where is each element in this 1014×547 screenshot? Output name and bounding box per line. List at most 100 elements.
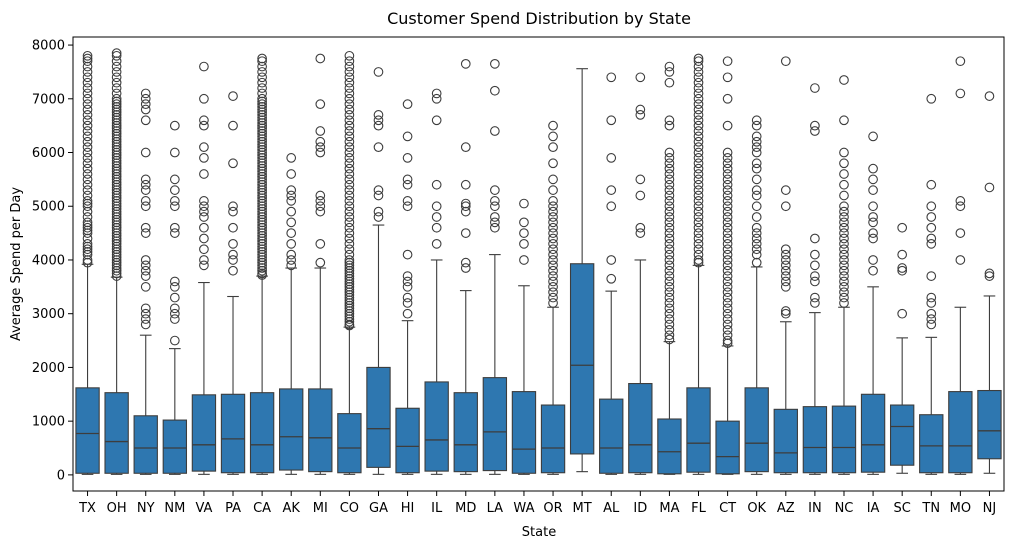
outlier-point xyxy=(111,61,122,72)
outlier-point xyxy=(839,233,849,244)
outlier-point xyxy=(519,228,529,238)
box-AL xyxy=(599,398,624,474)
outlier-point xyxy=(664,303,675,314)
outlier-point xyxy=(431,201,442,212)
outlier-point xyxy=(664,206,675,217)
outlier-point xyxy=(722,158,733,169)
outlier-point xyxy=(315,147,326,158)
outlier-point xyxy=(82,126,93,136)
outlier-point xyxy=(460,179,471,190)
outlier-point xyxy=(548,239,558,249)
outlier-point xyxy=(926,308,937,319)
x-tick-label: PA xyxy=(225,501,241,516)
outlier-point xyxy=(751,249,762,260)
box-HI xyxy=(395,407,420,474)
plot-area: 0 1000 2000 3000 4000 5000 6000 7000 8000 TX OH NY N… xyxy=(32,36,1005,516)
outlier-point xyxy=(228,206,238,217)
outlier-point xyxy=(82,131,93,142)
outlier-point xyxy=(344,88,355,99)
outlier-point xyxy=(344,67,355,77)
outlier-point xyxy=(722,314,733,324)
outlier-point xyxy=(111,50,122,61)
outlier-point xyxy=(82,136,93,147)
outlier-point xyxy=(635,72,646,83)
outlier-point xyxy=(839,169,849,179)
outlier-point xyxy=(228,249,238,260)
outlier-point xyxy=(722,255,733,265)
outlier-point xyxy=(140,88,151,99)
outlier-point xyxy=(199,233,209,244)
x-tick-label: MO xyxy=(950,501,971,516)
outlier-point xyxy=(548,212,558,222)
outlier-point xyxy=(402,131,413,142)
outlier-point xyxy=(548,228,558,238)
outlier-point xyxy=(490,185,500,195)
outlier-point xyxy=(169,281,180,292)
outlier-point xyxy=(839,271,849,281)
x-tick-label: AL xyxy=(603,501,620,516)
outlier-point xyxy=(664,222,675,233)
outlier-point xyxy=(140,265,151,276)
outlier-point xyxy=(780,185,791,195)
outlier-point xyxy=(315,190,326,201)
outlier-point xyxy=(286,217,297,228)
outlier-point xyxy=(344,120,355,131)
outlier-point xyxy=(82,67,93,77)
outlier-point xyxy=(199,222,209,233)
outlier-point xyxy=(315,136,326,147)
outlier-point xyxy=(751,212,762,222)
outlier-point xyxy=(344,77,355,88)
outlier-point xyxy=(344,126,355,136)
outlier-point xyxy=(606,115,617,126)
x-tick-label: IL xyxy=(431,501,443,516)
outlier-point xyxy=(635,174,646,185)
outlier-point xyxy=(722,147,733,158)
outlier-point xyxy=(664,67,675,77)
outlier-point xyxy=(286,196,297,206)
outlier-point xyxy=(490,222,500,233)
outlier-point xyxy=(82,110,93,120)
x-tick-label: OR xyxy=(543,501,562,516)
outlier-point xyxy=(664,115,675,126)
outlier-point xyxy=(693,228,704,238)
outlier-point xyxy=(810,276,820,287)
box-NJ xyxy=(977,389,1002,460)
outlier-point xyxy=(344,233,355,244)
outlier-point xyxy=(402,201,413,212)
outlier-point xyxy=(751,158,762,169)
outlier-point xyxy=(839,190,849,201)
outlier-point xyxy=(693,190,704,201)
box-IN xyxy=(802,406,828,474)
outlier-point xyxy=(839,158,849,169)
outlier-point xyxy=(431,212,442,222)
outlier-point xyxy=(693,53,704,64)
outlier-point xyxy=(722,201,733,212)
outlier-point xyxy=(402,153,413,163)
outlier-point xyxy=(664,120,675,131)
outlier-point xyxy=(664,179,675,190)
outlier-point xyxy=(664,249,675,260)
outlier-point xyxy=(839,298,849,308)
y-tick-label: 4000 xyxy=(32,253,65,268)
outlier-point xyxy=(344,222,355,233)
box-MD xyxy=(453,392,478,473)
outlier-point xyxy=(490,85,500,96)
outlier-point xyxy=(344,260,355,271)
outlier-point xyxy=(315,196,326,206)
outlier-point xyxy=(402,281,413,292)
outlier-point xyxy=(344,179,355,190)
outlier-point xyxy=(839,228,849,238)
outlier-point xyxy=(431,93,442,104)
outlier-point xyxy=(111,99,122,110)
outlier-point xyxy=(344,153,355,163)
outlier-point xyxy=(780,281,791,292)
outlier-point xyxy=(722,169,733,179)
box-GA xyxy=(366,366,391,468)
outlier-point xyxy=(344,93,355,104)
outlier-point xyxy=(868,228,878,238)
outlier-point xyxy=(111,48,122,58)
outlier-point xyxy=(257,67,267,77)
outlier-point xyxy=(693,147,704,158)
outlier-point xyxy=(344,217,355,228)
outlier-point xyxy=(140,281,151,292)
